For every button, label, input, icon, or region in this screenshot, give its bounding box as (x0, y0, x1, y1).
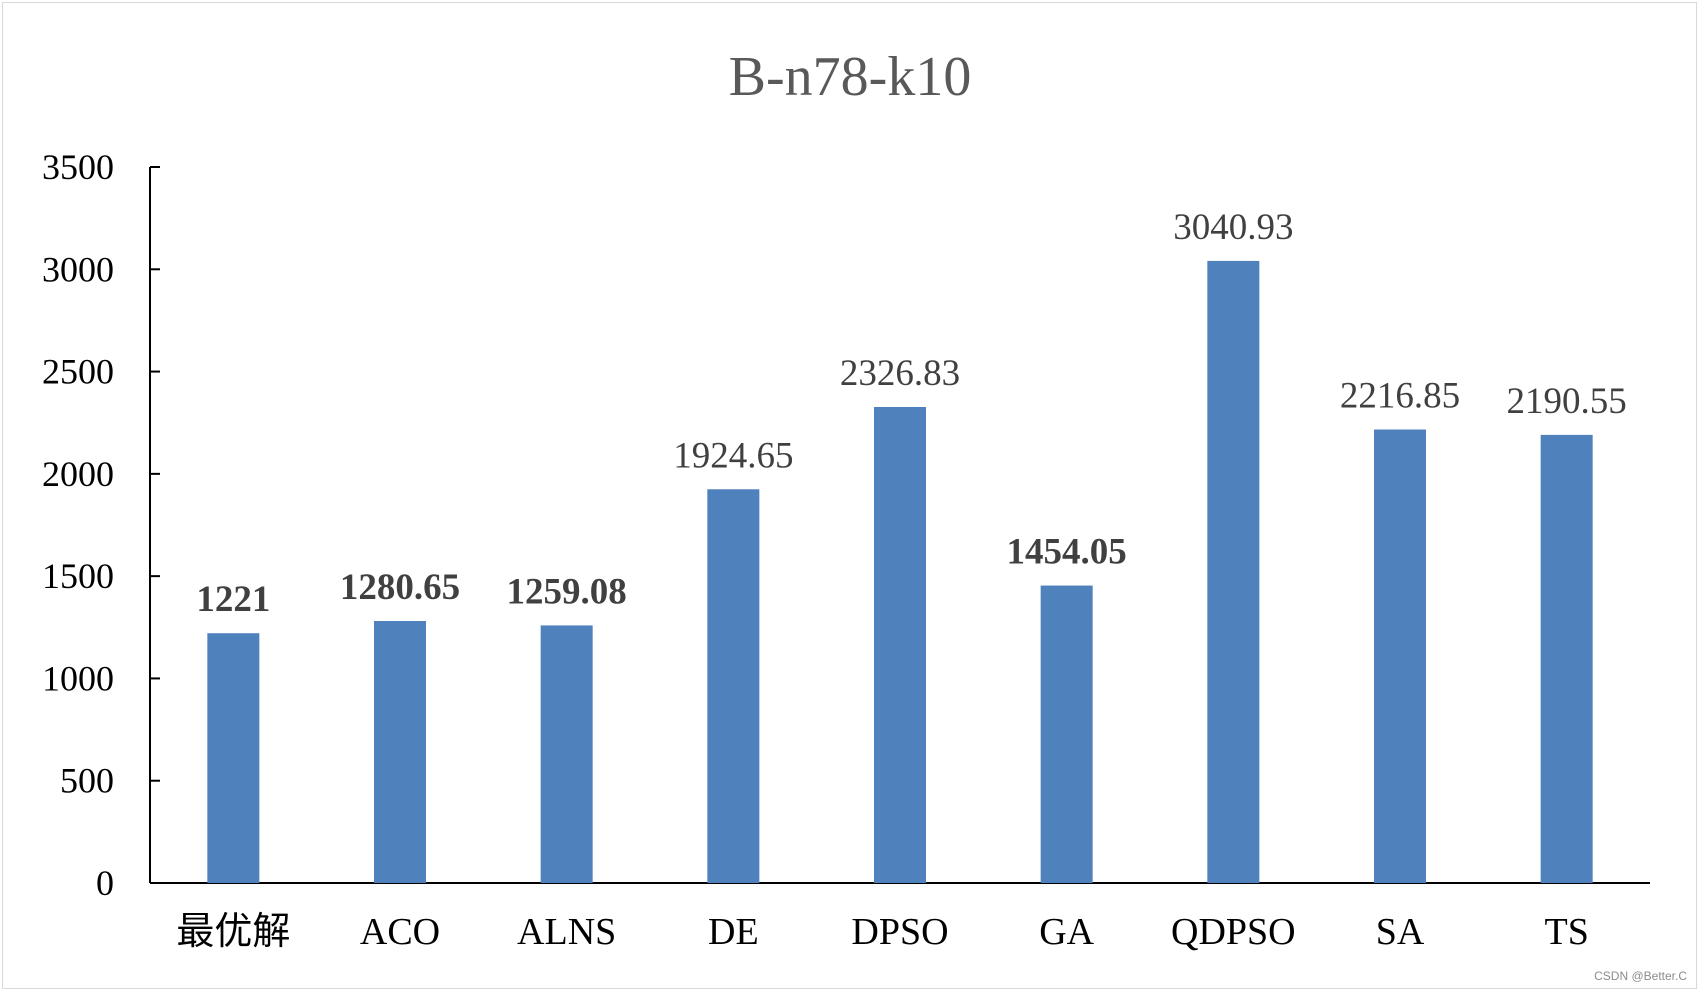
x-tick-label: QDPSO (1171, 911, 1296, 953)
bar (1374, 429, 1426, 883)
bar (207, 633, 260, 883)
y-tick-label: 0 (96, 863, 114, 903)
data-label: 1259.08 (507, 571, 627, 612)
x-tick-label: GA (1039, 911, 1094, 953)
y-tick-label: 1500 (42, 556, 114, 596)
data-label: 1454.05 (1007, 532, 1127, 573)
data-label: 2326.83 (840, 353, 960, 394)
x-axis: 最优解 ACO ALNS DE DPSO GA QDPSO SA TS (150, 882, 1650, 953)
data-label: 1221 (196, 579, 270, 620)
bar (874, 406, 926, 883)
x-tick-label: ALNS (517, 911, 616, 953)
data-label: 2216.85 (1340, 375, 1460, 416)
data-labels: 1221 1280.65 1259.08 1924.65 2326.83 1454.05 3… (196, 207, 1626, 620)
bar (1540, 434, 1593, 883)
y-tick-label: 2500 (42, 352, 114, 392)
y-tick-label: 3000 (42, 249, 114, 289)
bar (374, 621, 426, 883)
x-tick-label: TS (1544, 911, 1588, 953)
y-tick-label: 1000 (42, 658, 114, 698)
x-tick-label: DPSO (851, 911, 948, 953)
bar (707, 489, 760, 883)
bar (1040, 585, 1093, 883)
data-label: 3040.93 (1173, 207, 1293, 248)
data-label: 2190.55 (1507, 381, 1627, 422)
y-tick-label: 2000 (42, 454, 114, 494)
x-tick-label: DE (708, 911, 759, 953)
x-tick-label: SA (1376, 911, 1425, 953)
data-label: 1924.65 (673, 435, 793, 476)
y-tick-label: 500 (60, 761, 114, 801)
y-tick-label: 3500 (42, 147, 114, 187)
bar-series (207, 260, 1593, 883)
data-label: 1280.65 (340, 567, 460, 608)
watermark: CSDN @Better.C (1594, 969, 1687, 983)
x-tick-label: ACO (360, 911, 440, 953)
x-tick-label: 最优解 (176, 911, 290, 953)
chart-title: B-n78-k10 (729, 46, 972, 108)
y-axis: 0 500 1000 1500 2000 2500 3000 3500 (42, 147, 160, 903)
bar (540, 625, 593, 883)
bar (1207, 260, 1260, 883)
